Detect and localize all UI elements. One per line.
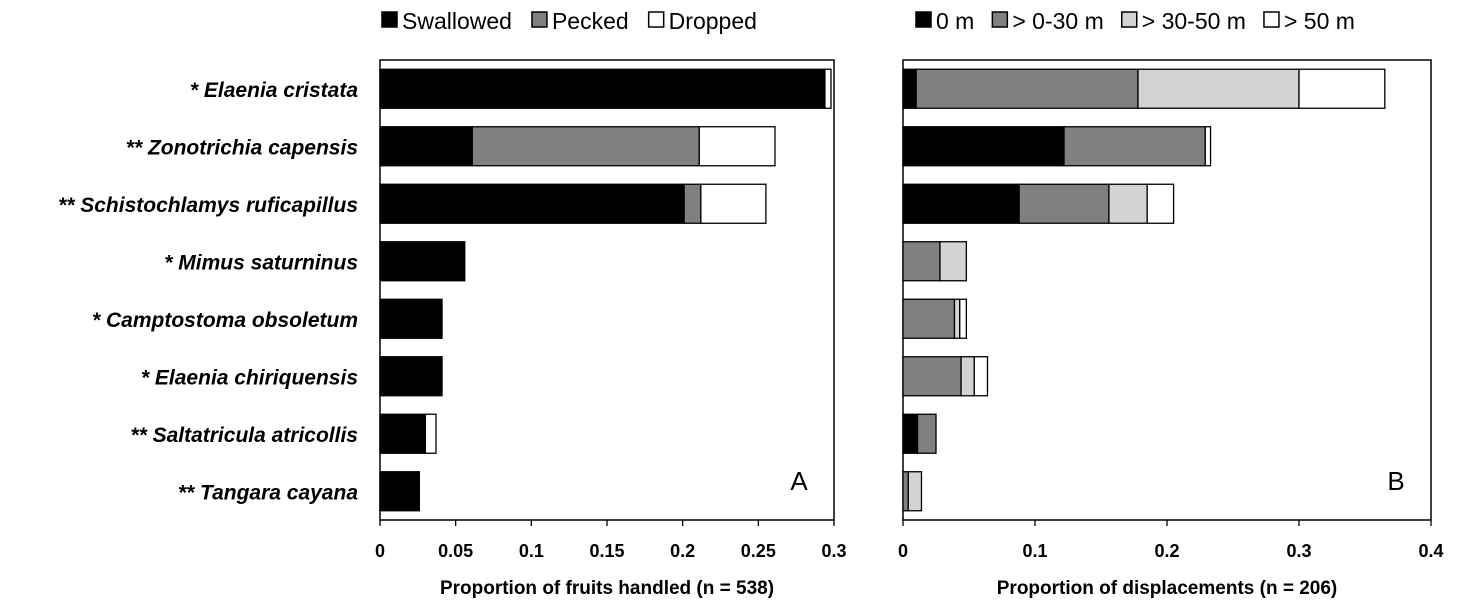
bar-segment <box>902 471 909 512</box>
legend-label: Swallowed <box>402 8 512 34</box>
legend-label: 0 m <box>936 8 974 34</box>
bar-segment <box>824 68 832 109</box>
x-axis-title: Proportion of displacements (n = 206) <box>997 578 1337 599</box>
legend-label: > 30-50 m <box>1142 8 1246 34</box>
bar-segment <box>907 471 923 512</box>
category-label: * Mimus saturninus <box>164 251 358 274</box>
bar-segment <box>1063 126 1206 167</box>
x-tick-label: 0.1 <box>1022 541 1047 561</box>
x-tick-label: 0.3 <box>1286 541 1311 561</box>
bar-segment <box>700 183 767 224</box>
x-tick-label: 0 <box>375 541 385 561</box>
bar-segment <box>379 126 473 167</box>
category-label: * Elaenia cristata <box>190 79 358 102</box>
bar-segment <box>379 68 826 109</box>
species-labels: * Elaenia cristata ** Zonotrichia capensi… <box>58 79 358 505</box>
bar-segment <box>1204 126 1212 167</box>
legend: Swallowed Pecked Dropped <box>381 8 757 34</box>
x-tick-label: 0.2 <box>1154 541 1179 561</box>
bar-segment <box>379 471 420 512</box>
bar-segment <box>973 356 989 397</box>
legend-swatch <box>381 11 398 28</box>
bar-segment <box>902 413 919 454</box>
bar-segment <box>379 241 466 282</box>
bar-segment <box>960 356 975 397</box>
bar-segment <box>698 126 776 167</box>
bar-segment <box>379 413 427 454</box>
bar-segment <box>959 298 968 339</box>
x-axis-title: Proportion of fruits handled (n = 538) <box>440 578 774 599</box>
category-label: ** Zonotrichia capensis <box>126 136 358 159</box>
bar-segment <box>379 183 685 224</box>
bar-segment <box>902 298 956 339</box>
bar-segment <box>953 298 961 339</box>
panel-b: 0 0.1 0.2 0.3 0.4 Proportion of displacements… <box>898 8 1444 599</box>
bar-segment <box>902 126 1065 167</box>
legend-swatch <box>1263 11 1280 28</box>
legend-swatch <box>915 11 932 28</box>
bar-segment <box>902 68 917 109</box>
x-tick-label: 0.2 <box>670 541 695 561</box>
legend-label: > 0-30 m <box>1012 8 1103 34</box>
legend: 0 m > 0-30 m > 30-50 m > 50 m <box>915 8 1355 34</box>
bar-segment <box>902 183 1020 224</box>
bar-segment <box>379 356 443 397</box>
legend-label: Dropped <box>669 8 757 34</box>
x-tick-label: 0.1 <box>519 541 544 561</box>
category-label: ** Tangara cayana <box>178 481 358 504</box>
bar-segment <box>379 298 443 339</box>
legend-label: > 50 m <box>1284 8 1355 34</box>
legend-label: Pecked <box>552 8 629 34</box>
legend-swatch <box>1121 11 1138 28</box>
x-tick-label: 0.05 <box>438 541 473 561</box>
panel-label: B <box>1387 466 1404 496</box>
bar-segment <box>902 241 941 282</box>
x-tick-label: 0.25 <box>741 541 776 561</box>
legend-swatch <box>531 11 548 28</box>
x-tick-label: 0 <box>898 541 908 561</box>
category-label: ** Saltatricula atricollis <box>130 424 358 447</box>
bar-segment <box>1146 183 1175 224</box>
bar-segment <box>902 356 962 397</box>
x-tick-label: 0.15 <box>589 541 624 561</box>
bar-segment <box>1137 68 1300 109</box>
panel-a: 0 0.05 0.1 0.15 0.2 0.25 0.3 Proportion of frui… <box>375 8 847 599</box>
category-label: * Elaenia chiriquensis <box>141 366 358 389</box>
bar-segment <box>915 68 1139 109</box>
bar-segment <box>683 183 702 224</box>
bar-segment <box>471 126 700 167</box>
x-tick-label: 0.3 <box>821 541 846 561</box>
bar-segment <box>1018 183 1110 224</box>
bar-segment <box>916 413 937 454</box>
legend-swatch <box>647 11 665 28</box>
legend-swatch <box>991 11 1009 28</box>
category-label: ** Schistochlamys ruficapillus <box>58 194 358 217</box>
category-label: * Camptostoma obsoletum <box>92 309 358 332</box>
bar-segment <box>424 413 437 454</box>
bar-segment <box>939 241 968 282</box>
bar-segment <box>1108 183 1148 224</box>
bar-segment <box>1298 68 1386 109</box>
panel-label: A <box>790 466 808 496</box>
x-tick-label: 0.4 <box>1418 541 1443 561</box>
